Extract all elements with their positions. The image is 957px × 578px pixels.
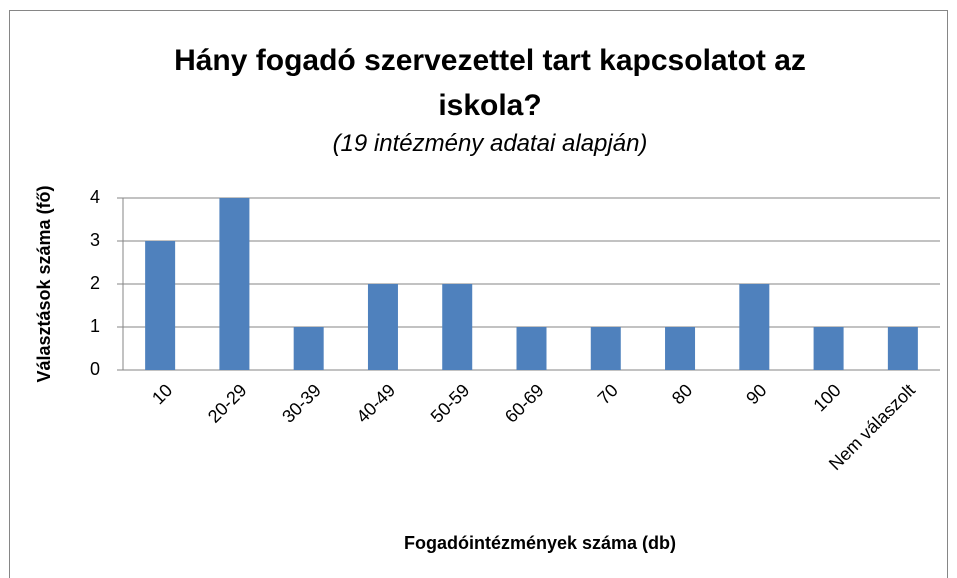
chart-subtitle: (19 intézmény adatai alapján) [332, 130, 648, 157]
bar [590, 327, 621, 370]
x-tick-label: 20-29 [204, 380, 251, 427]
bar [813, 327, 844, 370]
bar [739, 284, 770, 370]
chart-border [9, 10, 948, 578]
x-tick-label: 40-49 [352, 380, 399, 427]
y-tick-label: 2 [90, 273, 100, 293]
bar [219, 198, 250, 370]
bar [516, 327, 547, 370]
bar [442, 284, 473, 370]
y-tick-label: 0 [90, 359, 100, 379]
x-tick-label: 80 [668, 380, 696, 408]
x-tick-label: 90 [742, 380, 770, 408]
x-tick-label: 30-39 [278, 380, 325, 427]
bar [293, 327, 324, 370]
x-axis-label: Fogadóintézmények száma (db) [404, 533, 676, 553]
y-axis-label: Választások száma (fő) [34, 185, 54, 382]
y-tick-label: 4 [90, 187, 100, 207]
chart-title: Hány fogadó szervezettel tart kapcsolato… [174, 44, 806, 122]
y-tick-label: 1 [90, 316, 100, 336]
bar [887, 327, 918, 370]
bar [367, 284, 398, 370]
bar [665, 327, 696, 370]
x-tick-label: 60-69 [501, 380, 548, 427]
y-tick-label: 3 [90, 230, 100, 250]
x-tick-label: 70 [594, 380, 622, 408]
x-tick-label: 100 [809, 380, 844, 415]
x-tick-label: 10 [148, 380, 176, 408]
x-tick-label: 50-59 [427, 380, 474, 427]
bar [145, 241, 176, 370]
